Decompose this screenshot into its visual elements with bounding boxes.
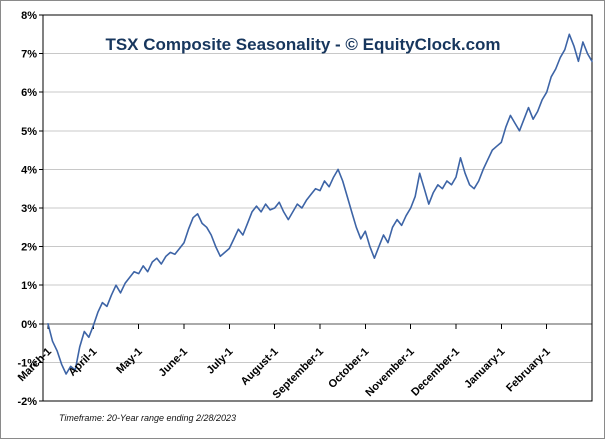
x-axis-tick-label: February-1 (504, 346, 553, 395)
y-axis-tick-label: 6% (21, 87, 37, 99)
y-axis-tick-label: 0% (21, 319, 37, 331)
x-axis-tick-label: December-1 (409, 346, 462, 399)
y-axis-tick-label: 5% (21, 126, 37, 138)
x-axis-tick-label: May-1 (114, 346, 145, 377)
chart-title: TSX Composite Seasonality - © EquityCloc… (105, 35, 501, 54)
x-axis-tick-label: July-1 (204, 346, 235, 377)
x-axis-tick-label: January-1 (462, 346, 507, 391)
y-axis-tick-label: 8% (21, 10, 37, 22)
y-axis-tick-label: 1% (21, 280, 37, 292)
x-axis-tick-label: October-1 (326, 346, 371, 391)
timeframe-note: Timeframe: 20-Year range ending 2/28/202… (59, 413, 237, 423)
y-axis-tick-label: -1% (17, 357, 37, 369)
y-axis-tick-label: -2% (17, 396, 37, 408)
y-axis-tick-label: 4% (21, 164, 37, 176)
y-axis-tick-label: 7% (21, 49, 37, 61)
x-axis-tick-label: August-1 (239, 346, 281, 388)
seasonality-line (47, 33, 593, 375)
y-axis-tick-label: 3% (21, 203, 37, 215)
y-axis-tick-label: 2% (21, 242, 37, 254)
